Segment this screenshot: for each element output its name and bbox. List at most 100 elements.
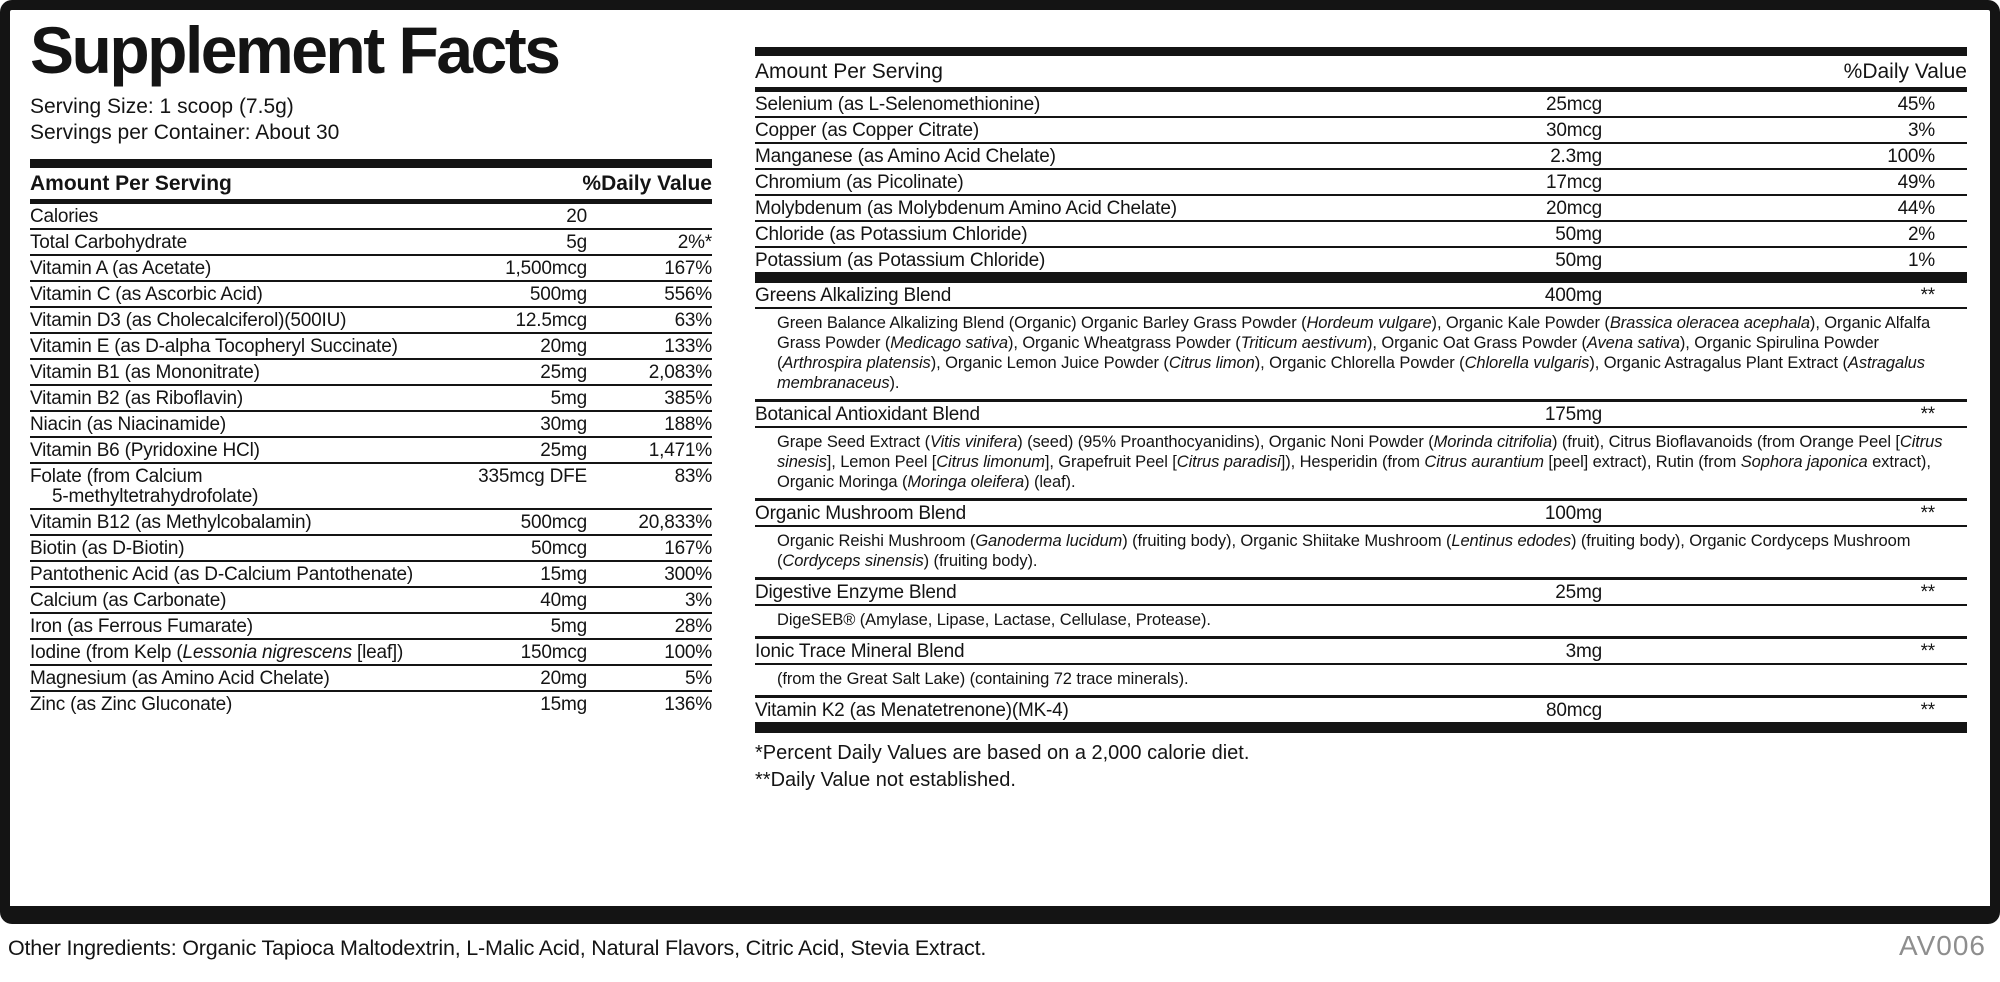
table-row: Vitamin A (as Acetate) 1,500mcg 167% bbox=[30, 256, 712, 282]
nutrient-name: Calcium (as Carbonate) bbox=[30, 589, 227, 611]
blend-description: (from the Great Salt Lake) (containing 7… bbox=[755, 665, 1967, 698]
nutrient-name: Iodine (from Kelp (Lessonia nigrescens [… bbox=[30, 641, 404, 663]
nutrient-amount: 20mg bbox=[540, 667, 587, 689]
left-column: Supplement Facts Serving Size: 1 scoop (… bbox=[30, 16, 712, 716]
table-row: Zinc (as Zinc Gluconate) 15mg 136% bbox=[30, 692, 712, 716]
nutrient-amount: 2.3mg bbox=[1550, 146, 1602, 167]
left-table-header: Amount Per Serving %Daily Value bbox=[30, 168, 712, 204]
nutrient-amount: 30mg bbox=[540, 413, 587, 435]
nutrient-name: Digestive Enzyme Blend bbox=[755, 582, 957, 603]
table-row: Calcium (as Carbonate) 40mg 3% bbox=[30, 588, 712, 614]
blend-row: Organic Mushroom Blend 100mg ** bbox=[755, 501, 1967, 527]
blend-row: Ionic Trace Mineral Blend 3mg ** bbox=[755, 639, 1967, 665]
nutrient-daily-value: 5% bbox=[684, 667, 712, 689]
other-ingredients: Other Ingredients: Organic Tapioca Malto… bbox=[8, 936, 987, 960]
label-code: AV006 bbox=[1899, 930, 1986, 961]
right-mineral-rows: Selenium (as L-Selenomethionine) 25mcg 45%… bbox=[755, 92, 1967, 272]
nutrient-daily-value: 385% bbox=[664, 387, 712, 409]
table-row: Total Carbohydrate 5g 2%* bbox=[30, 230, 712, 256]
table-row: Vitamin E (as D-alpha Tocopheryl Succina… bbox=[30, 334, 712, 360]
divider-bar bbox=[755, 47, 1967, 56]
nutrient-amount: 80mcg bbox=[1545, 700, 1602, 721]
nutrient-name: Manganese (as Amino Acid Chelate) bbox=[755, 146, 1056, 167]
nutrient-name: Vitamin C (as Ascorbic Acid) bbox=[30, 283, 263, 305]
table-row: Molybdenum (as Molybdenum Amino Acid Che… bbox=[755, 196, 1967, 222]
nutrient-daily-value: 100% bbox=[1887, 146, 1935, 167]
nutrient-amount: 20mg bbox=[540, 335, 587, 357]
nutrient-name: Greens Alkalizing Blend bbox=[755, 285, 952, 306]
blend-row: Greens Alkalizing Blend 400mg ** bbox=[755, 283, 1967, 309]
nutrient-daily-value: 20,833% bbox=[638, 511, 712, 533]
servings-per-container: Servings per Container: About 30 bbox=[30, 120, 340, 144]
nutrient-name: Copper (as Copper Citrate) bbox=[755, 120, 979, 141]
nutrient-name: Chloride (as Potassium Chloride) bbox=[755, 224, 1028, 245]
nutrient-daily-value: 44% bbox=[1897, 198, 1936, 219]
nutrient-daily-value: 133% bbox=[664, 335, 712, 357]
nutrient-amount: 5mg bbox=[550, 387, 588, 409]
nutrient-daily-value: 2,083% bbox=[648, 361, 712, 383]
table-row: Iodine (from Kelp (Lessonia nigrescens [… bbox=[30, 640, 712, 666]
nutrient-amount: 25mg bbox=[1555, 582, 1602, 603]
nutrient-name: Chromium (as Picolinate) bbox=[755, 172, 964, 193]
nutrient-amount: 20mcg bbox=[1545, 198, 1602, 219]
nutrient-daily-value: ** bbox=[1920, 404, 1936, 425]
nutrient-amount: 100mg bbox=[1544, 503, 1602, 524]
nutrient-daily-value: 556% bbox=[664, 283, 712, 305]
nutrient-name: Biotin (as D-Biotin) bbox=[30, 537, 185, 559]
table-row: Chloride (as Potassium Chloride) 50mg 2% bbox=[755, 222, 1967, 248]
nutrient-daily-value: 49% bbox=[1897, 172, 1936, 193]
nutrient-name: Vitamin D3 (as Cholecalciferol)(500IU) bbox=[30, 309, 347, 331]
nutrient-daily-value: ** bbox=[1920, 503, 1936, 524]
table-row: Magnesium (as Amino Acid Chelate) 20mg 5% bbox=[30, 666, 712, 692]
nutrient-name: Vitamin B2 (as Riboflavin) bbox=[30, 387, 244, 409]
nutrient-amount: 500mg bbox=[529, 283, 587, 305]
amount-per-serving-header: Amount Per Serving bbox=[755, 60, 943, 83]
nutrient-amount: 335mcg DFE bbox=[478, 465, 587, 487]
divider-bar bbox=[755, 722, 1967, 733]
right-column: Amount Per Serving %Daily Value Selenium… bbox=[755, 47, 1967, 794]
nutrient-amount: 150mcg bbox=[520, 641, 588, 663]
nutrient-daily-value: 167% bbox=[664, 537, 712, 559]
nutrient-name: Vitamin A (as Acetate) bbox=[30, 257, 212, 279]
table-row: Folate (from Calcium 5-methyltetrahydrofo… bbox=[30, 464, 712, 510]
table-row: Copper (as Copper Citrate) 30mcg 3% bbox=[755, 118, 1967, 144]
nutrient-amount: 20 bbox=[566, 205, 587, 227]
nutrient-daily-value: 3% bbox=[1907, 120, 1935, 141]
table-row: Pantothenic Acid (as D-Calcium Pantothen… bbox=[30, 562, 712, 588]
nutrient-name: Vitamin B12 (as Methylcobalamin) bbox=[30, 511, 312, 533]
nutrient-daily-value: 2%* bbox=[677, 231, 712, 253]
nutrient-name: Vitamin E (as D-alpha Tocopheryl Succina… bbox=[30, 335, 398, 357]
divider-bar bbox=[30, 158, 712, 168]
nutrient-daily-value: 28% bbox=[674, 615, 713, 637]
footnote-daily-value: *Percent Daily Values are based on a 2,0… bbox=[755, 742, 1250, 764]
blend-description: Green Balance Alkalizing Blend (Organic)… bbox=[755, 309, 1967, 402]
table-row: Vitamin B12 (as Methylcobalamin) 500mcg 20… bbox=[30, 510, 712, 536]
nutrient-name: Calories bbox=[30, 205, 99, 227]
nutrient-name: Selenium (as L-Selenomethionine) bbox=[755, 94, 1041, 115]
serving-info: Serving Size: 1 scoop (7.5g) Servings pe… bbox=[30, 94, 712, 146]
right-table-header: Amount Per Serving %Daily Value bbox=[755, 56, 1967, 92]
nutrient-amount: 40mg bbox=[540, 589, 587, 611]
nutrient-name: Folate (from Calcium 5-methyltetrahydrofo… bbox=[30, 466, 437, 507]
table-row: Vitamin B6 (Pyridoxine HCl) 25mg 1,471% bbox=[30, 438, 712, 464]
nutrient-name: Organic Mushroom Blend bbox=[755, 503, 967, 524]
nutrient-amount: 50mg bbox=[1555, 224, 1602, 245]
nutrient-name: Potassium (as Potassium Chloride) bbox=[755, 250, 1046, 271]
nutrient-name: Zinc (as Zinc Gluconate) bbox=[30, 693, 233, 715]
nutrient-daily-value: 136% bbox=[664, 693, 712, 715]
nutrient-amount: 30mcg bbox=[1545, 120, 1602, 141]
nutrient-daily-value: 63% bbox=[674, 309, 713, 331]
nutrient-amount: 3mg bbox=[1565, 641, 1603, 662]
nutrient-amount: 50mg bbox=[1555, 250, 1602, 271]
nutrient-amount: 15mg bbox=[540, 563, 587, 585]
table-row: Selenium (as L-Selenomethionine) 25mcg 45% bbox=[755, 92, 1967, 118]
nutrient-daily-value: ** bbox=[1920, 285, 1936, 306]
nutrient-amount: 25mcg bbox=[1545, 94, 1602, 115]
table-row: Vitamin B2 (as Riboflavin) 5mg 385% bbox=[30, 386, 712, 412]
nutrient-name: Vitamin B6 (Pyridoxine HCl) bbox=[30, 439, 260, 461]
nutrient-daily-value: 1% bbox=[1907, 250, 1935, 271]
nutrient-daily-value: 167% bbox=[664, 257, 712, 279]
table-row: Manganese (as Amino Acid Chelate) 2.3mg 10… bbox=[755, 144, 1967, 170]
nutrient-amount: 25mg bbox=[540, 361, 587, 383]
